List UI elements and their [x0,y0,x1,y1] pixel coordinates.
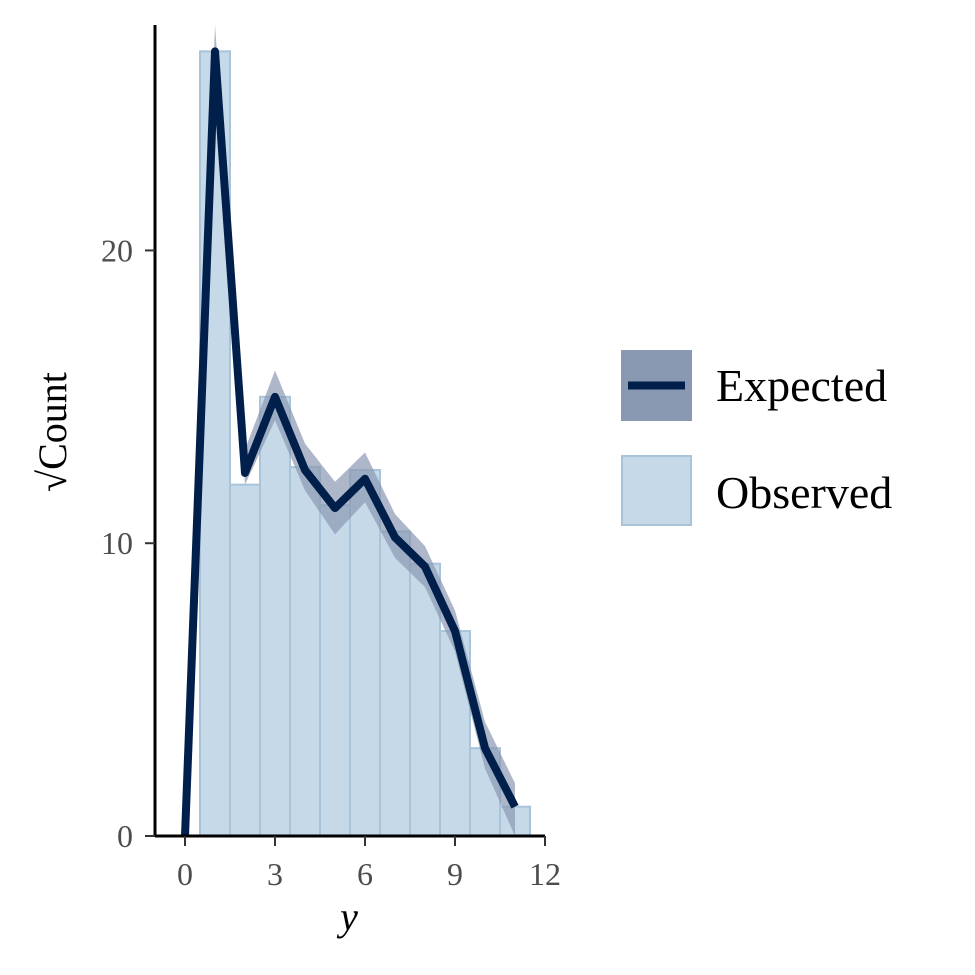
expected-line-layer [181,47,519,837]
x-axis-ticks: 0 3 6 9 12 [177,836,561,892]
observed-bar [259,395,291,837]
y-tick-label: 20 [101,232,133,268]
axes [153,25,545,838]
observed-bar [319,504,351,837]
x-tick-label: 6 [357,856,373,892]
legend-label-expected: Expected [716,360,887,411]
y-axis-title: √Count [30,372,75,492]
observed-bar [229,483,261,837]
observed-bar [289,466,321,837]
x-tick-label: 0 [177,856,193,892]
x-tick-label: 3 [267,856,283,892]
x-tick-label: 12 [529,856,561,892]
x-tick-label: 9 [447,856,463,892]
y-tick-label: 10 [101,525,133,561]
y-tick-label: 0 [117,818,133,854]
x-axis-title: y [336,894,358,939]
legend-key-observed [621,455,692,526]
legend-label-observed: Observed [716,467,892,518]
observed-bar [409,562,441,837]
observed-bar [349,469,381,837]
observed-bar [379,530,411,837]
y-axis-ticks: 0 10 20 [101,232,155,854]
expected-line [181,47,519,837]
legend: Expected Observed [621,350,892,526]
